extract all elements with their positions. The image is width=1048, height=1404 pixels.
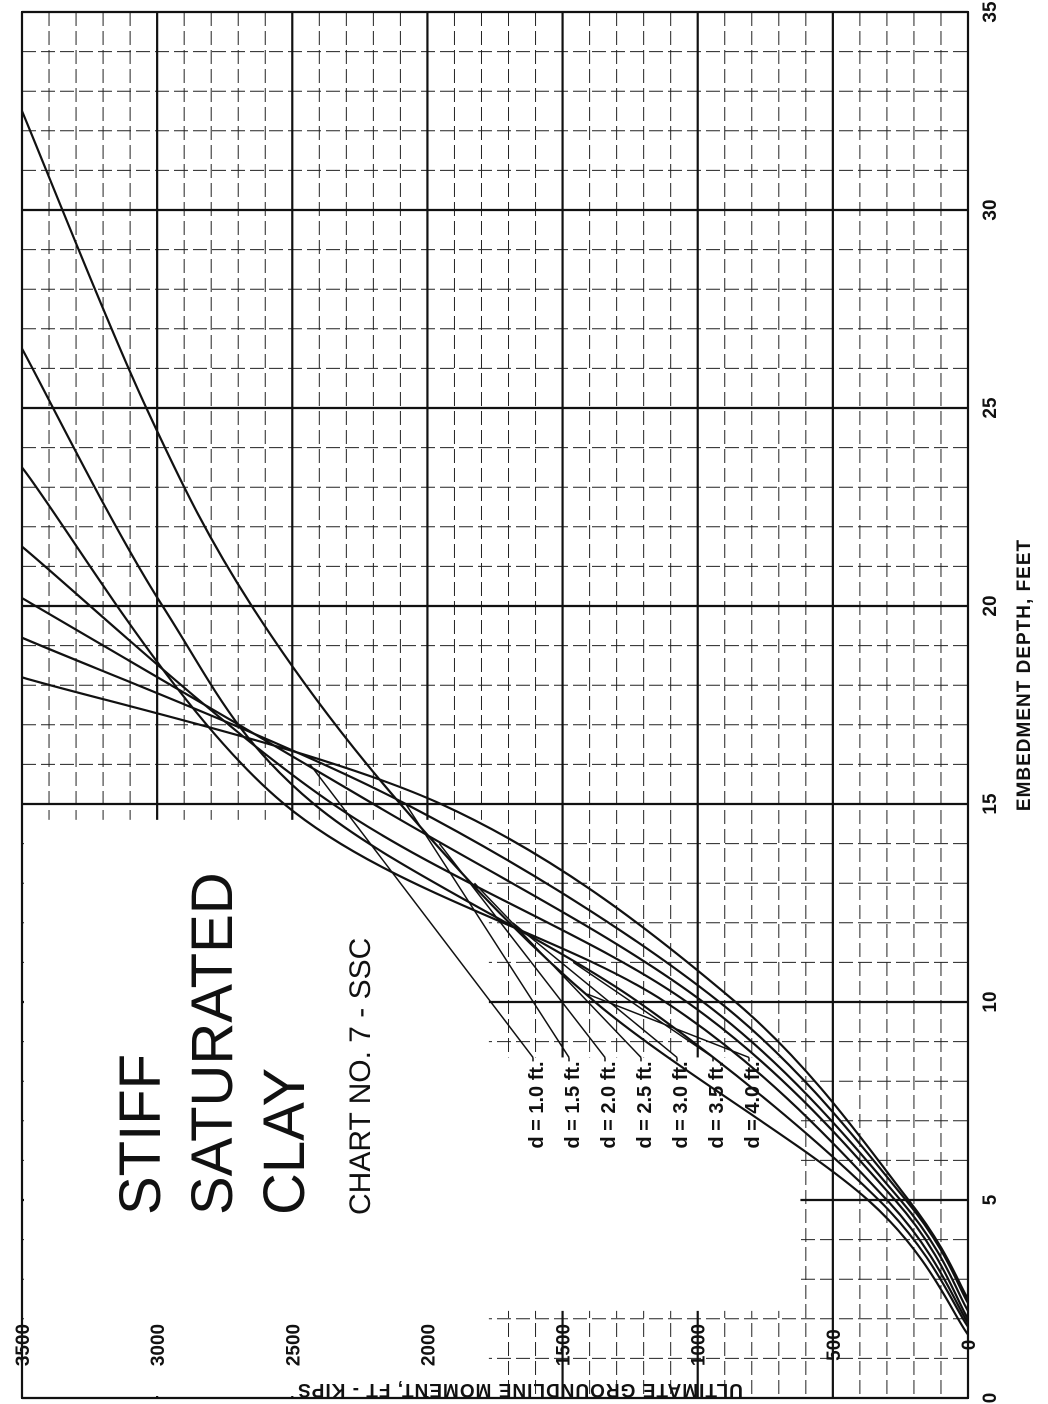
- curve-series-6: [21, 348, 969, 1328]
- chart-title-line-3: CLAY: [252, 1068, 317, 1215]
- legend-label-2: d = 1.5 ft.: [562, 1061, 584, 1148]
- legend-arrow-7: [586, 993, 750, 1059]
- y-tick-label: 3500: [13, 1324, 34, 1366]
- legend-box: [486, 1057, 801, 1311]
- legend: d = 1.0 ft. d = 1.5 ft. d = 2.0 ft. d = 2.5…: [309, 763, 764, 1149]
- curve-series-4: [21, 545, 969, 1320]
- x-tick-label: 25: [980, 397, 1001, 419]
- legend-arrow-4: [473, 882, 642, 1058]
- legend-label-1: d = 1.0 ft.: [526, 1061, 548, 1148]
- chart-title-line-2: SATURATED: [180, 872, 245, 1215]
- x-tick-label: 35: [980, 1, 1001, 23]
- curve-series-7: [20, 110, 969, 1336]
- legend-label-5: d = 3.0 ft.: [670, 1061, 692, 1148]
- tick-labels: 0 5 10 15 20 25 30 35 0 500 1000 1500 2000 2500 3000 35…: [13, 1, 1001, 1403]
- x-tick-label: 0: [980, 1393, 1001, 1404]
- legend-label-3: d = 2.0 ft.: [598, 1061, 620, 1148]
- y-tick-label: 2500: [283, 1324, 304, 1366]
- y-axis-title: ULTIMATE GROUNDLINE MOMENT, FT - KIPS: [297, 1379, 743, 1400]
- y-tick-label: 1000: [689, 1324, 710, 1366]
- y-tick-label: 3000: [148, 1324, 169, 1366]
- curves-group: [20, 110, 969, 1336]
- y-tick-label: 2000: [418, 1324, 439, 1366]
- legend-arrow-1: [309, 763, 534, 1058]
- x-tick-label: 15: [980, 793, 1001, 815]
- chart-subtitle: CHART NO. 7 - SSC: [344, 938, 377, 1215]
- x-tick-label: 5: [980, 1194, 1001, 1205]
- plot-frame: [21, 11, 969, 1399]
- x-tick-label: 20: [980, 595, 1001, 616]
- title-block: STIFF SATURATED CLAY CHART NO. 7 - SSC: [108, 872, 377, 1215]
- x-axis-title: EMBEDMENT DEPTH, FEET: [1014, 539, 1035, 811]
- y-tick-label: 0: [959, 1340, 980, 1351]
- legend-label-6: d = 3.5 ft.: [706, 1061, 728, 1148]
- legend-arrow-2: [405, 803, 570, 1058]
- legend-label-4: d = 2.5 ft.: [634, 1061, 656, 1148]
- x-tick-label: 30: [980, 199, 1001, 220]
- legend-label-7: d = 4.0 ft.: [742, 1061, 764, 1148]
- chart-title-line-1: STIFF: [108, 1054, 173, 1215]
- legend-arrow-6: [572, 961, 714, 1059]
- legend-arrow-5: [512, 922, 678, 1059]
- title-box: [24, 819, 489, 1396]
- y-tick-label: 1500: [554, 1324, 575, 1366]
- curve-series-5: [21, 466, 969, 1324]
- x-tick-label: 10: [980, 991, 1001, 1012]
- y-tick-label: 500: [824, 1329, 845, 1361]
- legend-arrow-3: [438, 843, 606, 1058]
- curve-series-1: [21, 676, 969, 1300]
